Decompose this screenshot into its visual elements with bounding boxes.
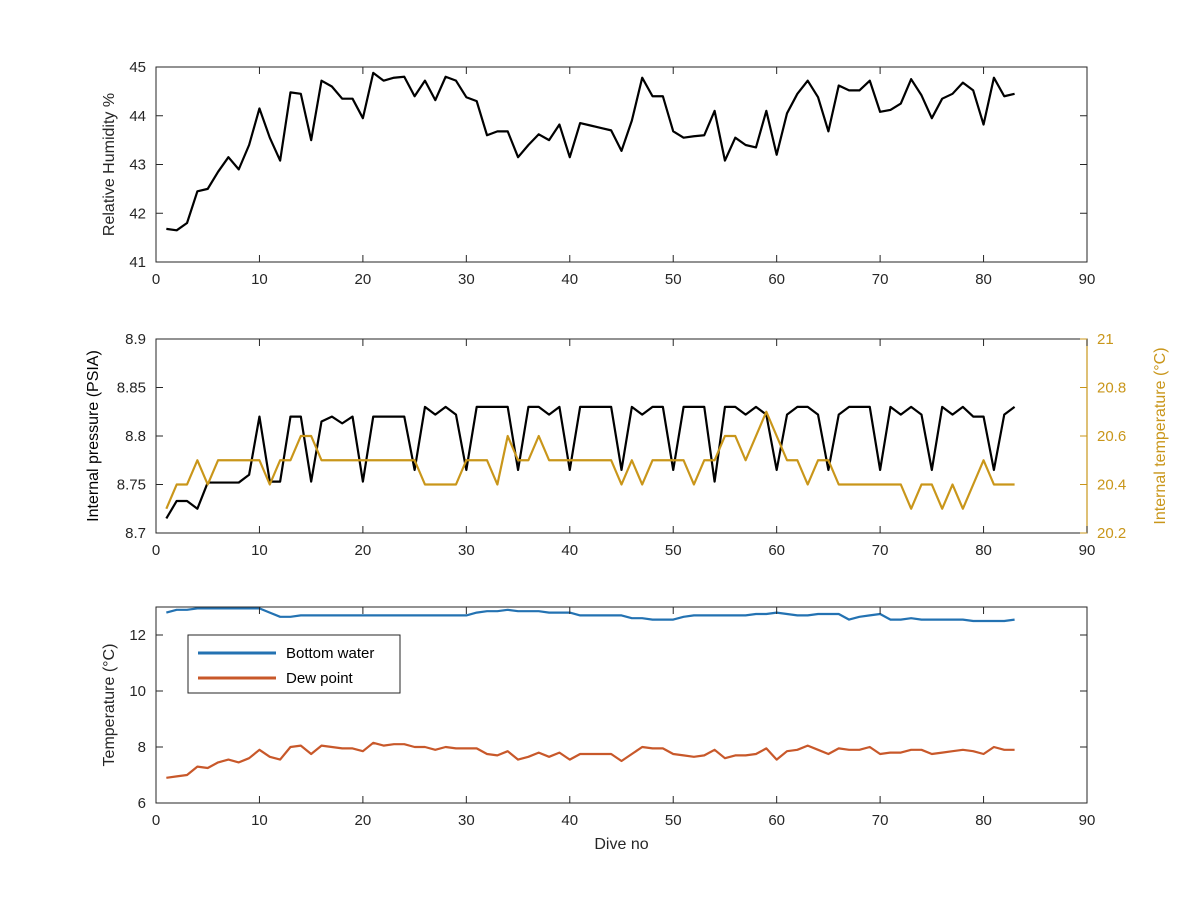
axes-box xyxy=(155,606,1088,804)
y-tick-label: 43 xyxy=(129,157,146,174)
x-tick-label: 90 xyxy=(1079,271,1096,288)
x-tick-label: 60 xyxy=(768,812,785,829)
y-axis-label: Internal pressure (PSIA) xyxy=(85,350,102,522)
y-tick-label: 8.8 xyxy=(125,428,146,445)
x-tick-label: 90 xyxy=(1079,542,1096,559)
y-axis-label: Temperature (°C) xyxy=(101,644,118,767)
x-tick-label: 0 xyxy=(152,271,160,288)
x-tick-label: 30 xyxy=(458,271,475,288)
temperature-panel: 0 10 20 30 40 50 60 70 80 90 6 8 10 12 Temperature (°C… xyxy=(101,606,1096,853)
x-tick-label: 30 xyxy=(458,542,475,559)
y-right-tick-label: 20.6 xyxy=(1097,428,1126,445)
series-a-line xyxy=(165,405,1016,520)
x-tick-label: 40 xyxy=(561,812,578,829)
y-right-axis-label: Internal temperature (°C) xyxy=(1152,347,1169,524)
x-tick-label: 80 xyxy=(975,542,992,559)
legend-label-bottom-water: Bottom water xyxy=(286,645,374,662)
y-tick-label: 8.75 xyxy=(117,477,146,494)
x-tick-label: 70 xyxy=(872,271,889,288)
y-tick-label: 45 xyxy=(129,59,146,76)
y-right-tick-label: 20.8 xyxy=(1097,380,1126,397)
bottom-water-line xyxy=(166,607,1015,623)
legend-label-dew-point: Dew point xyxy=(286,670,354,687)
x-axis-label: Dive no xyxy=(594,836,648,853)
x-tick-label: 50 xyxy=(665,542,682,559)
axes-box xyxy=(155,338,1088,534)
x-tick-label: 10 xyxy=(251,812,268,829)
x-tick-label: 20 xyxy=(355,812,372,829)
y-tick-label: 6 xyxy=(138,795,146,812)
dew-point-line xyxy=(166,741,1015,779)
y-tick-label: 42 xyxy=(129,205,146,222)
x-tick-label: 80 xyxy=(975,271,992,288)
x-tick-label: 0 xyxy=(152,542,160,559)
x-tick-label: 50 xyxy=(665,271,682,288)
x-tick-label: 70 xyxy=(872,542,889,559)
x-tick-label: 80 xyxy=(975,812,992,829)
y-tick-label: 8 xyxy=(138,739,146,756)
series-a-line xyxy=(166,71,1015,232)
y-right-tick-label: 21 xyxy=(1097,331,1114,348)
x-tick-label: 10 xyxy=(251,271,268,288)
legend-box xyxy=(187,634,401,694)
x-tick-label: 10 xyxy=(251,542,268,559)
pressure-temperature-panel: 0 10 20 30 40 50 60 70 80 90 8.7 8.75 8.8 8.85 8.9 20.2… xyxy=(85,331,1169,559)
x-tick-label: 40 xyxy=(561,271,578,288)
y-tick-label: 41 xyxy=(129,254,146,271)
y-tick-label: 10 xyxy=(129,683,146,700)
y-right-tick-label: 20.2 xyxy=(1097,525,1126,542)
x-tick-label: 20 xyxy=(355,542,372,559)
x-tick-label: 30 xyxy=(458,812,475,829)
y-tick-label: 44 xyxy=(129,108,146,125)
x-tick-label: 90 xyxy=(1079,812,1096,829)
y-tick-label: 8.9 xyxy=(125,331,146,348)
x-tick-label: 20 xyxy=(355,271,372,288)
y-tick-label: 8.85 xyxy=(117,380,146,397)
y-tick-label: 8.7 xyxy=(125,525,146,542)
x-tick-label: 50 xyxy=(665,812,682,829)
x-tick-label: 60 xyxy=(768,542,785,559)
y-axis-label: Relative Humidity % xyxy=(101,93,118,236)
series-b-line xyxy=(165,410,1015,510)
x-tick-label: 0 xyxy=(152,812,160,829)
x-tick-label: 70 xyxy=(872,812,889,829)
x-tick-label: 40 xyxy=(561,542,578,559)
humidity-panel: 0 10 20 30 40 50 60 70 80 90 41 42 43 44 45 Relative Hu… xyxy=(101,59,1095,288)
y-tick-label: 12 xyxy=(129,627,146,644)
legend: Bottom water Dew point xyxy=(187,634,401,694)
y-right-tick-label: 20.4 xyxy=(1097,477,1126,494)
x-tick-label: 60 xyxy=(768,271,785,288)
